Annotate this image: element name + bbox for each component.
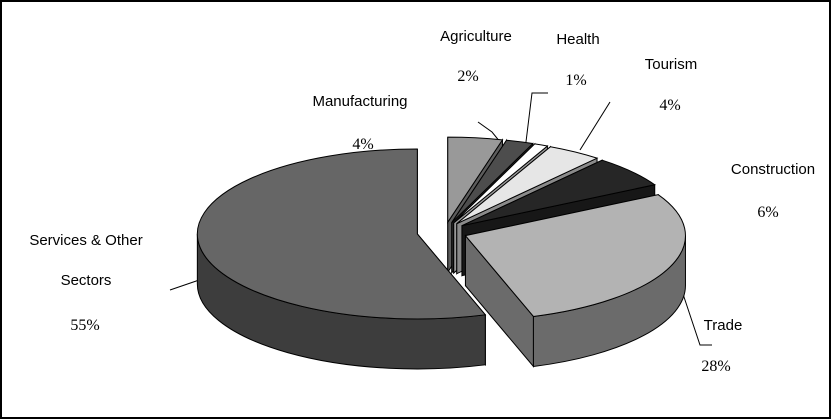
slice-name: Agriculture (440, 28, 512, 45)
leader-line (679, 284, 712, 346)
slice-top (456, 146, 599, 225)
slice-name: Trade (703, 317, 743, 334)
value-label: 4% (352, 136, 374, 153)
slice-top (196, 148, 487, 320)
slice-top (451, 139, 534, 223)
slice-top (461, 159, 656, 227)
slice-top (453, 143, 549, 224)
value-label: 1% (565, 72, 587, 89)
value-label: 6% (757, 204, 779, 221)
value-label: 4% (659, 97, 681, 114)
leader-line (524, 92, 548, 151)
pie (196, 136, 686, 370)
value-label: 2% (457, 68, 479, 85)
slice-top (464, 194, 686, 318)
slice-name: Health (556, 31, 600, 48)
value-label: 55% (70, 317, 100, 334)
value-label: 28% (701, 358, 731, 375)
slice-name: Tourism (644, 56, 698, 73)
slice-name: Services & Other Sectors (29, 232, 143, 289)
leader-line (579, 101, 611, 151)
slice-name: Construction (730, 161, 816, 178)
slice-name: Manufacturing (312, 93, 408, 110)
slice-top (447, 136, 504, 224)
